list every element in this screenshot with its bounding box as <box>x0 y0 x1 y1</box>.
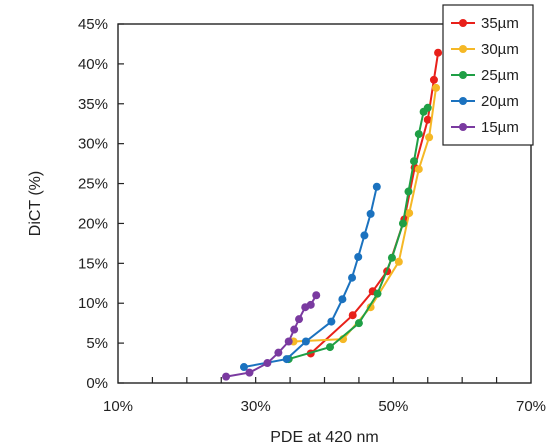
series-3 <box>239 182 381 372</box>
data-point <box>409 157 418 166</box>
legend-swatch-marker <box>459 19 467 27</box>
data-point <box>414 165 423 174</box>
legend-item: 25µm <box>451 67 519 84</box>
y-tick-label: 5% <box>86 335 108 352</box>
y-tick-label: 45% <box>78 16 108 33</box>
data-point <box>434 48 443 57</box>
data-point <box>348 311 357 320</box>
x-tick-label: 50% <box>378 398 408 415</box>
legend-swatch-marker <box>459 123 467 131</box>
data-point <box>404 187 413 196</box>
data-point <box>366 209 375 218</box>
data-point <box>360 231 369 240</box>
plot-area: 0% 5% 10% 15% 20% 25% 30% 35% 40% 45% 10% 30% 50% 70… <box>78 16 546 415</box>
data-point <box>348 273 357 282</box>
legend-label: 25µm <box>481 67 519 84</box>
legend-swatch-marker <box>459 45 467 53</box>
data-point <box>338 295 347 304</box>
legend-item: 15µm <box>451 119 519 136</box>
data-point <box>284 337 293 346</box>
y-tick-label: 0% <box>86 375 108 392</box>
data-point <box>425 133 434 142</box>
data-point <box>405 209 414 218</box>
data-point <box>326 343 335 352</box>
data-point <box>373 289 382 298</box>
y-tick-label: 15% <box>78 255 108 272</box>
data-point <box>306 300 315 309</box>
legend-swatch-marker <box>459 97 467 105</box>
data-point <box>423 103 432 112</box>
data-point <box>354 252 363 261</box>
legend-item: 35µm <box>451 15 519 32</box>
y-tick-label: 25% <box>78 176 108 193</box>
data-point <box>282 355 291 364</box>
data-point <box>312 291 321 300</box>
y-tick-label: 35% <box>78 96 108 113</box>
series-4 <box>222 291 321 381</box>
data-point <box>354 319 363 328</box>
data-point <box>263 359 272 368</box>
x-axis-title: PDE at 420 nm <box>270 429 379 446</box>
series-2 <box>284 103 432 364</box>
legend-label: 30µm <box>481 41 519 58</box>
y-tick-label: 30% <box>78 136 108 153</box>
series-line <box>243 186 378 368</box>
data-point <box>387 253 396 262</box>
y-tick-label: 20% <box>78 215 108 232</box>
data-point <box>295 315 304 324</box>
data-point <box>394 257 403 266</box>
x-tick-label: 30% <box>241 398 271 415</box>
data-point <box>432 83 441 92</box>
data-point <box>429 75 438 84</box>
series-layer <box>222 48 443 381</box>
data-point <box>245 368 254 377</box>
legend-label: 20µm <box>481 93 519 110</box>
y-tick-label: 40% <box>78 56 108 73</box>
legend: 35µm 30µm 25µm 20µm 15µm <box>442 4 534 146</box>
legend-item: 30µm <box>451 41 519 58</box>
legend-label: 15µm <box>481 119 519 136</box>
legend-item: 20µm <box>451 93 519 110</box>
data-point <box>239 363 248 372</box>
legend-swatch-marker <box>459 71 467 79</box>
data-point <box>222 372 231 381</box>
data-point <box>398 219 407 228</box>
data-point <box>372 182 381 191</box>
series-line <box>293 87 437 343</box>
x-tick-label: 70% <box>516 398 546 415</box>
x-tick-label: 10% <box>103 398 133 415</box>
data-point <box>414 130 423 139</box>
y-axis-title: DiCT (%) <box>27 171 44 236</box>
data-point <box>290 325 299 334</box>
y-axis: 0% 5% 10% 15% 20% 25% 30% 35% 40% 45% <box>78 16 124 392</box>
legend-label: 35µm <box>481 15 519 32</box>
x-axis: 10% 30% 50% 70% <box>103 377 546 415</box>
y-tick-label: 10% <box>78 295 108 312</box>
data-point <box>327 317 336 326</box>
series-0 <box>306 48 443 358</box>
data-point <box>301 337 310 346</box>
data-point <box>274 348 283 357</box>
data-point <box>423 115 432 124</box>
